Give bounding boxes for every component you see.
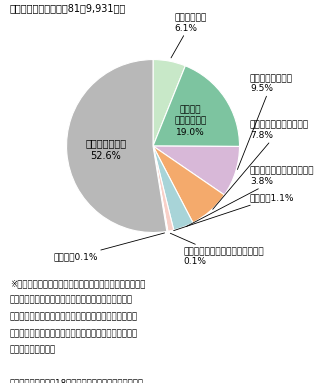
Wedge shape — [153, 59, 185, 146]
Wedge shape — [153, 146, 224, 223]
Wedge shape — [66, 59, 167, 232]
Text: 電子部品・デバイス工業
7.8%: 電子部品・デバイス工業 7.8% — [213, 121, 309, 209]
Text: 報通信業（ソフトウェア・情報処理業、通信業、放: 報通信業（ソフトウェア・情報処理業、通信業、放 — [10, 312, 138, 321]
Text: 新聞・出版・その他の情報通信業
0.1%: 新聞・出版・その他の情報通信業 0.1% — [170, 233, 264, 267]
Text: 通信業　1.1%: 通信業 1.1% — [174, 193, 294, 231]
Text: 送業、新聆・出版・その他の情報通信業）に従事す: 送業、新聆・出版・その他の情報通信業）に従事す — [10, 329, 138, 338]
Wedge shape — [153, 66, 239, 146]
Text: 放送業　0.1%: 放送業 0.1% — [53, 233, 165, 261]
Text: その他の製造業
52.6%: その他の製造業 52.6% — [85, 138, 126, 161]
Wedge shape — [153, 146, 168, 231]
Wedge shape — [153, 146, 167, 231]
Text: 電気機械器具工業
9.5%: 電気機械器具工業 9.5% — [237, 74, 293, 170]
Text: ソフトウェア・情報処理業
3.8%: ソフトウェア・情報処理業 3.8% — [186, 167, 314, 226]
Text: 総務省「平成18年科学技術研究調査」により作成: 総務省「平成18年科学技術研究調査」により作成 — [10, 379, 144, 383]
Text: その他の産業
6.1%: その他の産業 6.1% — [171, 13, 207, 58]
Text: 情報通信
機械器具工業
19.0%: 情報通信 機械器具工業 19.0% — [174, 105, 207, 137]
Text: 電気機械器具工業、電子部品・デバイス工業、情: 電気機械器具工業、電子部品・デバイス工業、情 — [10, 296, 133, 304]
Wedge shape — [153, 146, 174, 231]
Wedge shape — [153, 146, 239, 195]
Wedge shape — [153, 146, 193, 230]
Text: （全産業の研究者数：81万9,931人）: （全産業の研究者数：81万9,931人） — [10, 3, 126, 13]
Text: ※　情報通信産業の研究者とは、情報通信機械器具工業、: ※ 情報通信産業の研究者とは、情報通信機械器具工業、 — [10, 279, 145, 288]
Text: る研究者を指す: る研究者を指す — [10, 345, 56, 354]
